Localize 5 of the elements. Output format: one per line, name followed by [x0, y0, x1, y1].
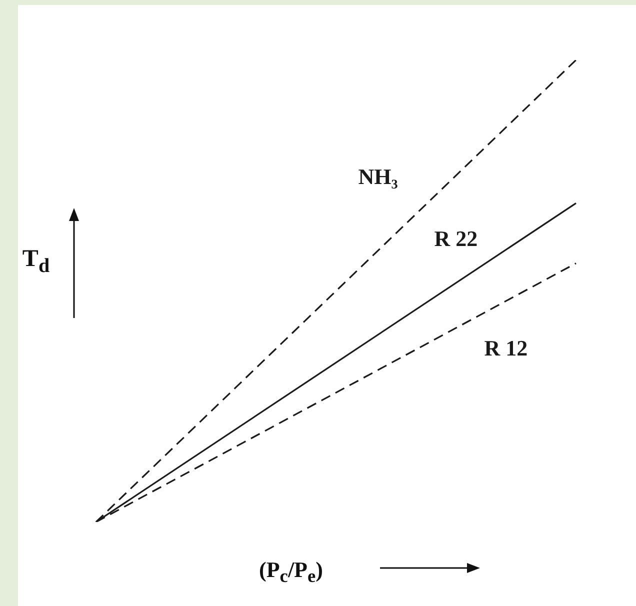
- y-axis-title: T$_{d}$: [22, 246, 50, 278]
- x-axis-title: (P$_{c}$/P$_{e}$): [259, 556, 323, 588]
- series-label: R 12: [484, 334, 528, 360]
- series-label: R 22: [434, 226, 478, 251]
- series-label: NH₃: [358, 164, 398, 188]
